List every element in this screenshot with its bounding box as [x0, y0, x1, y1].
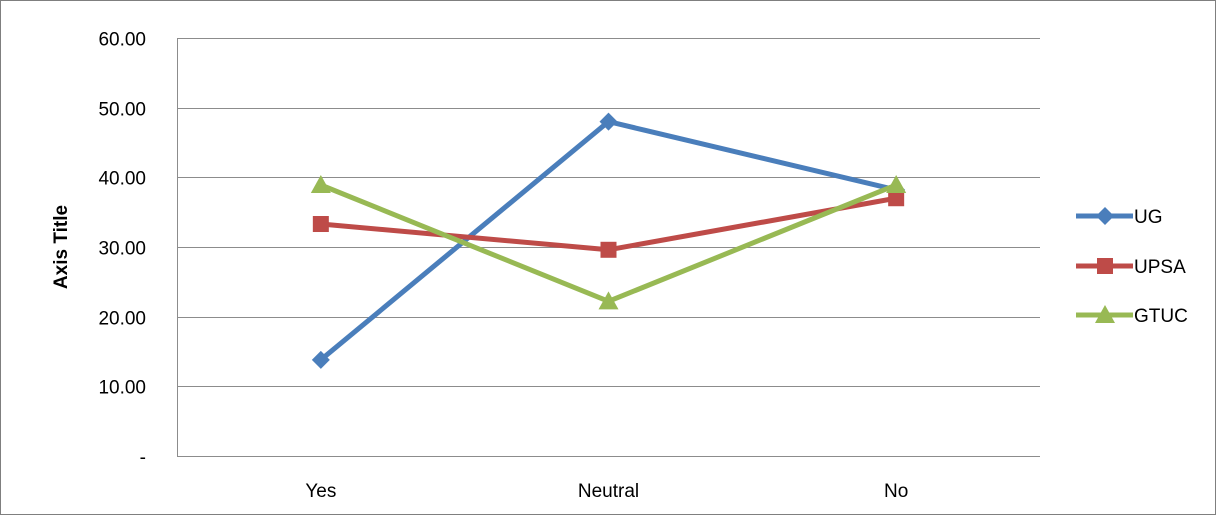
data-point-upsa [600, 241, 617, 258]
y-tick-label: 40.00 [98, 169, 146, 190]
data-point-ug [311, 350, 330, 369]
x-tick-label: Yes [305, 481, 336, 502]
y-tick-label: 20.00 [98, 309, 146, 330]
y-axis-title: Axis Title [51, 205, 72, 289]
series-lines [310, 112, 907, 369]
series-upsa [312, 190, 905, 258]
legend-item-ug: UG [1076, 207, 1163, 228]
legend-marker [1095, 305, 1115, 323]
data-point-gtuc [598, 291, 619, 310]
series-gtuc [310, 174, 907, 310]
y-tick-label: 50.00 [98, 100, 146, 121]
data-point-upsa [312, 216, 329, 233]
x-tick-label: No [884, 481, 908, 502]
legend: UG UPSA GTUC [1076, 207, 1188, 327]
y-tick-label: 10.00 [98, 378, 146, 399]
axes [177, 38, 1040, 457]
data-point-ug [599, 112, 618, 131]
data-point-upsa [888, 190, 905, 207]
legend-item-upsa: UPSA [1076, 257, 1186, 278]
legend-label: GTUC [1134, 306, 1188, 327]
data-point-gtuc [310, 174, 331, 193]
y-tick-label: 30.00 [98, 239, 146, 260]
y-tick-label: - [140, 448, 146, 469]
legend-label: UPSA [1134, 257, 1186, 278]
gridlines [177, 38, 1040, 387]
legend-marker [1097, 258, 1113, 274]
data-point-gtuc [886, 174, 907, 193]
legend-label: UG [1134, 207, 1163, 228]
legend-item-gtuc: GTUC [1076, 305, 1188, 327]
x-tick-labels: Yes Neutral No [305, 481, 908, 502]
y-tick-label: 60.00 [98, 30, 146, 51]
x-tick-label: Neutral [578, 481, 639, 502]
legend-marker [1096, 207, 1114, 225]
y-tick-labels: - 10.00 20.00 30.00 40.00 50.00 60.00 [98, 30, 146, 469]
